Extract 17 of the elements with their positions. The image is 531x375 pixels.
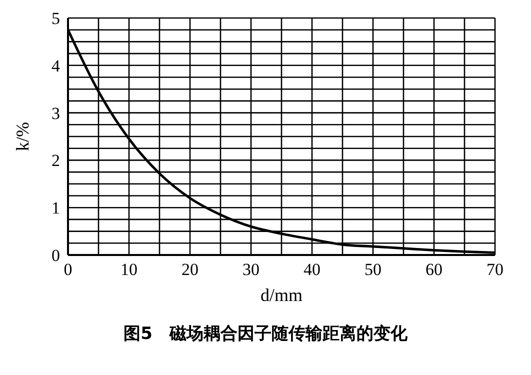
x-tick-label: 30 — [242, 260, 260, 280]
x-tick-label: 60 — [426, 260, 442, 280]
x-axis-title: d/mm — [260, 285, 303, 305]
x-tick-label: 40 — [304, 260, 320, 280]
y-axis-title: k/% — [12, 122, 32, 151]
text: 图5 磁场耦合因子随传输距离的变化 — [122, 323, 408, 345]
y-tick-label: 0 — [52, 246, 60, 266]
y-tick-label: 3 — [52, 104, 60, 123]
y-tick-label: 2 — [52, 151, 60, 170]
y-tick-label: 4 — [52, 56, 60, 76]
x-tick-label: 10 — [120, 260, 138, 280]
y-tick-label: 1 — [52, 198, 60, 218]
y-tick-label: 5 — [52, 9, 60, 28]
x-tick-label: 70 — [486, 260, 504, 280]
x-tick-label: 0 — [64, 260, 72, 280]
x-tick-label: 20 — [182, 260, 198, 280]
x-tick-label: 50 — [364, 260, 382, 280]
